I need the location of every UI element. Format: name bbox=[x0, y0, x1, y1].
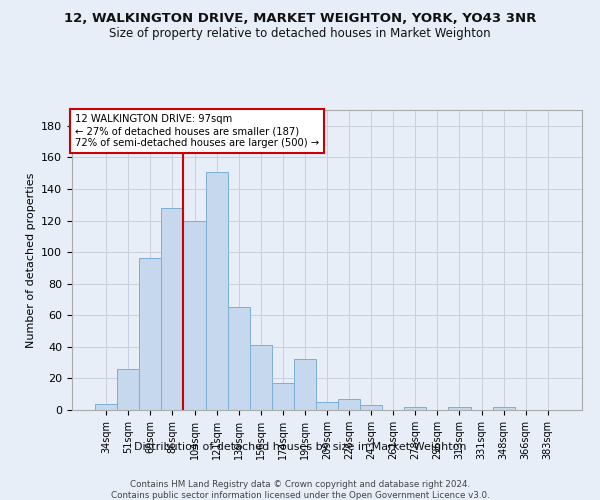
Bar bbox=[184, 220, 206, 410]
Bar bbox=[294, 360, 316, 410]
Bar bbox=[117, 369, 139, 410]
Bar bbox=[493, 407, 515, 410]
Bar bbox=[161, 208, 184, 410]
Text: Contains public sector information licensed under the Open Government Licence v3: Contains public sector information licen… bbox=[110, 491, 490, 500]
Bar bbox=[360, 406, 382, 410]
Bar bbox=[448, 407, 470, 410]
Bar bbox=[206, 172, 227, 410]
Bar bbox=[316, 402, 338, 410]
Bar bbox=[227, 308, 250, 410]
Bar bbox=[250, 346, 272, 410]
Bar bbox=[404, 407, 427, 410]
Text: 12, WALKINGTON DRIVE, MARKET WEIGHTON, YORK, YO43 3NR: 12, WALKINGTON DRIVE, MARKET WEIGHTON, Y… bbox=[64, 12, 536, 26]
Text: Size of property relative to detached houses in Market Weighton: Size of property relative to detached ho… bbox=[109, 28, 491, 40]
Text: Contains HM Land Registry data © Crown copyright and database right 2024.: Contains HM Land Registry data © Crown c… bbox=[130, 480, 470, 489]
Bar bbox=[272, 383, 294, 410]
Bar bbox=[95, 404, 117, 410]
Text: 12 WALKINGTON DRIVE: 97sqm
← 27% of detached houses are smaller (187)
72% of sem: 12 WALKINGTON DRIVE: 97sqm ← 27% of deta… bbox=[74, 114, 319, 148]
Text: Distribution of detached houses by size in Market Weighton: Distribution of detached houses by size … bbox=[134, 442, 466, 452]
Y-axis label: Number of detached properties: Number of detached properties bbox=[26, 172, 35, 348]
Bar bbox=[139, 258, 161, 410]
Bar bbox=[338, 399, 360, 410]
